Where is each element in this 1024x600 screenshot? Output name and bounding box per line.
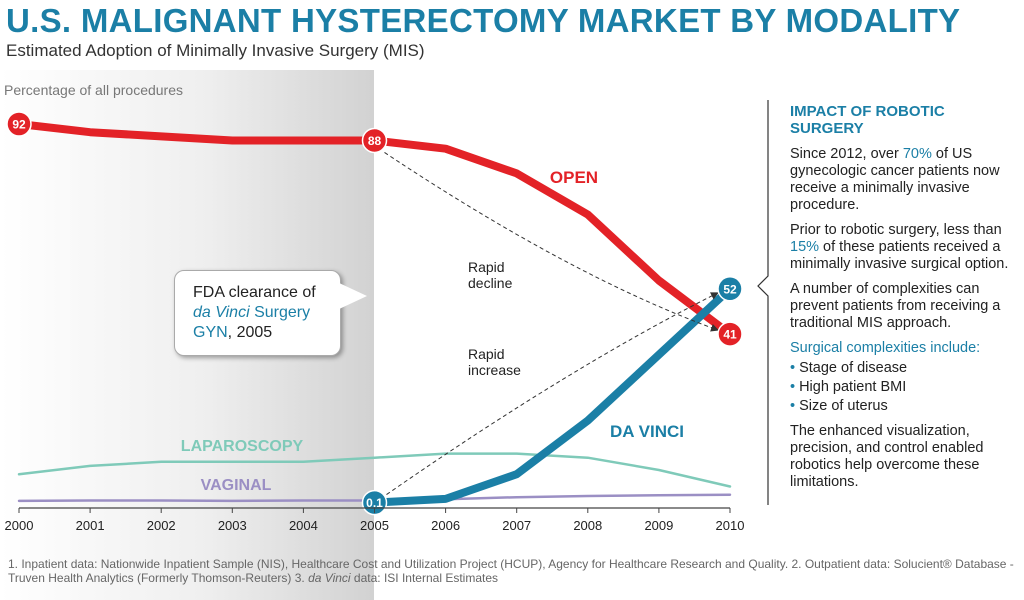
x-tick-label-2002: 2002 bbox=[147, 518, 176, 533]
x-tick-label-2007: 2007 bbox=[502, 518, 531, 533]
series-label-laparoscopy: LAPAROSCOPY bbox=[181, 438, 304, 455]
value-marker-open-2010 bbox=[717, 321, 743, 347]
y-axis-label: Percentage of all procedures bbox=[4, 82, 183, 98]
footnote: 1. Inpatient data: Nationwide Inpatient … bbox=[8, 557, 1014, 585]
series-label-open: OPEN bbox=[550, 168, 598, 187]
x-tick-label-2006: 2006 bbox=[431, 518, 460, 533]
fda-clearance-callout: FDA clearance of da Vinci Surgery GYN, 2… bbox=[174, 270, 341, 356]
robotic-impact-panel: IMPACT OF ROBOTIC SURGERY Since 2012, ov… bbox=[790, 103, 1020, 499]
panel-bracket bbox=[757, 100, 769, 505]
value-marker-open-2005 bbox=[361, 127, 388, 154]
panel-paragraph-2: Prior to robotic surgery, less than 15% … bbox=[790, 222, 1009, 272]
callout-line2: Surgery bbox=[249, 304, 311, 321]
data-label-open-2005: 88 bbox=[368, 134, 382, 148]
panel-heading: IMPACT OF ROBOTIC SURGERY bbox=[790, 103, 945, 137]
x-tick-label-2009: 2009 bbox=[644, 518, 673, 533]
data-label-da-vinci-2010: 52 bbox=[723, 282, 737, 296]
complexities-list: • Stage of disease • High patient BMI • Siz… bbox=[790, 360, 1020, 415]
rapid-decline-arrow bbox=[384, 152, 719, 332]
panel-paragraph-4: The enhanced visualization, precision, a… bbox=[790, 423, 984, 490]
rapid-increase-arrow bbox=[386, 292, 719, 495]
callout-brand: da Vinci bbox=[193, 304, 250, 321]
callout-line1: FDA clearance of bbox=[193, 284, 316, 301]
series-line-laparoscopy bbox=[17, 452, 732, 488]
x-tick-label-2005: 2005 bbox=[360, 518, 389, 533]
callout-pointer bbox=[337, 282, 367, 310]
list-item: • High patient BMI bbox=[790, 379, 907, 395]
rapid-decline-annotation: Rapid decline bbox=[468, 259, 513, 291]
list-item: • Size of uterus bbox=[790, 398, 888, 414]
series-label-da-vinci: DA VINCI bbox=[610, 422, 684, 441]
x-tick-label-2003: 2003 bbox=[218, 518, 247, 533]
data-label-open-2000: 92 bbox=[12, 118, 26, 132]
series-label-vaginal: VAGINAL bbox=[201, 477, 272, 494]
series-line-open bbox=[15, 120, 734, 339]
x-tick-label-2004: 2004 bbox=[289, 518, 318, 533]
value-marker-da-vinci-2010 bbox=[717, 276, 743, 302]
panel-paragraph-1: Since 2012, over 70% of US gynecologic c… bbox=[790, 146, 1000, 213]
panel-paragraph-3: A number of complexities can prevent pat… bbox=[790, 281, 1001, 331]
value-marker-open-2000 bbox=[6, 111, 32, 137]
data-label-da-vinci-2005: 0.1 bbox=[366, 496, 383, 510]
data-label-open-2010: 41 bbox=[723, 328, 737, 342]
chart-subtitle: Estimated Adoption of Minimally Invasive… bbox=[6, 41, 425, 60]
complexities-heading: Surgical complexities include: bbox=[790, 340, 981, 356]
chart-title: U.S. MALIGNANT HYSTERECTOMY MARKET BY MO… bbox=[6, 2, 961, 39]
callout-year: , 2005 bbox=[227, 324, 273, 341]
x-tick-label-2000: 2000 bbox=[5, 518, 34, 533]
x-tick-label-2001: 2001 bbox=[76, 518, 105, 533]
list-item: • Stage of disease bbox=[790, 360, 908, 376]
callout-gyn: GYN bbox=[193, 324, 228, 341]
rapid-increase-annotation: Rapid increase bbox=[468, 346, 521, 378]
series-line-da-vinci bbox=[370, 284, 734, 507]
x-tick-label-2008: 2008 bbox=[573, 518, 602, 533]
x-tick-label-2010: 2010 bbox=[716, 518, 745, 533]
